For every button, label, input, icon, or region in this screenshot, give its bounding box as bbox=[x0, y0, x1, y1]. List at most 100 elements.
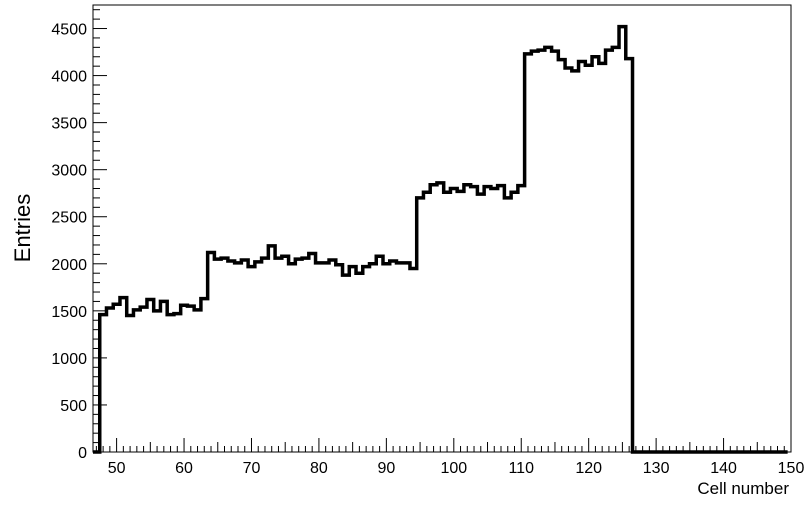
x-tick-label: 130 bbox=[643, 460, 670, 477]
x-tick-label: 140 bbox=[710, 460, 737, 477]
histogram-bin bbox=[289, 264, 296, 452]
histogram-bin bbox=[241, 260, 248, 452]
x-tick-label: 50 bbox=[108, 460, 126, 477]
histogram-outline bbox=[93, 24, 788, 454]
histogram-bin bbox=[214, 259, 221, 452]
histogram-bin bbox=[140, 307, 147, 452]
x-tick-label: 150 bbox=[778, 460, 805, 477]
histogram-bin bbox=[127, 316, 134, 452]
y-tick-label: 3500 bbox=[51, 116, 87, 133]
histogram-bin bbox=[329, 260, 336, 452]
histogram-bin bbox=[599, 63, 606, 452]
histogram-bin bbox=[295, 259, 302, 452]
histogram-bin bbox=[423, 192, 430, 452]
y-axis-title: Entries bbox=[10, 194, 35, 262]
histogram-bin bbox=[545, 47, 552, 452]
histogram-bin bbox=[336, 265, 343, 452]
histogram-bin bbox=[437, 183, 444, 452]
histogram-bin bbox=[390, 261, 397, 452]
y-tick-label: 2000 bbox=[51, 257, 87, 274]
histogram-bin bbox=[552, 51, 559, 452]
y-tick-label: 4500 bbox=[51, 22, 87, 39]
histogram-bin bbox=[343, 275, 350, 452]
histogram-bin bbox=[450, 189, 457, 452]
x-tick-label: 110 bbox=[508, 460, 534, 477]
histogram-bin bbox=[504, 198, 511, 452]
histogram-bin bbox=[430, 185, 437, 452]
histogram-bin bbox=[477, 194, 484, 452]
x-axis-title: Cell number bbox=[697, 479, 789, 498]
x-tick-label: 70 bbox=[243, 460, 261, 477]
histogram-bin bbox=[464, 185, 471, 452]
histogram-bin bbox=[235, 263, 242, 452]
histogram-bin bbox=[187, 306, 194, 452]
x-tick-label: 120 bbox=[575, 460, 602, 477]
histogram-bin bbox=[383, 264, 390, 452]
histogram-bin bbox=[370, 264, 377, 452]
histogram-bin bbox=[275, 258, 282, 452]
histogram-bin bbox=[396, 263, 403, 452]
x-tick-label: 60 bbox=[175, 460, 193, 477]
histogram-bin bbox=[154, 311, 161, 452]
y-tick-label: 0 bbox=[78, 445, 87, 462]
histogram-bin bbox=[403, 263, 410, 452]
y-tick-label: 4000 bbox=[51, 69, 87, 86]
histogram-bin bbox=[255, 262, 262, 452]
x-tick-label: 90 bbox=[377, 460, 395, 477]
y-tick-label: 3000 bbox=[51, 163, 87, 180]
histogram-bin bbox=[410, 268, 417, 452]
y-tick-label: 2500 bbox=[51, 210, 87, 227]
histogram-bin bbox=[579, 61, 586, 452]
x-axis: 50 60 70 80 90 100 110 120 130 140 150 bbox=[95, 438, 805, 477]
y-axis: 0 500 1000 1500 2000 2500 3000 3500 4000 4500 bbox=[51, 9, 107, 462]
histogram-bin bbox=[113, 304, 120, 452]
histogram-bin bbox=[538, 50, 545, 452]
histogram-bin bbox=[592, 57, 599, 452]
histogram-bin bbox=[363, 267, 370, 452]
histogram-bin bbox=[498, 186, 505, 452]
histogram-bin bbox=[558, 60, 565, 452]
x-tick-label: 100 bbox=[440, 460, 467, 477]
histogram-bin bbox=[133, 310, 140, 452]
histogram-bin bbox=[349, 267, 356, 452]
histogram-bin bbox=[194, 310, 201, 452]
histogram-bin bbox=[376, 256, 383, 452]
histogram-bin bbox=[309, 253, 316, 452]
histogram-bin bbox=[167, 315, 174, 452]
histogram-bin bbox=[120, 298, 127, 452]
histogram-bin bbox=[619, 27, 626, 452]
histogram-bin bbox=[444, 192, 451, 452]
histogram-bin bbox=[248, 267, 255, 452]
histogram-bin bbox=[316, 263, 323, 452]
histogram-bin bbox=[457, 191, 464, 452]
histogram-bin bbox=[511, 192, 518, 452]
histogram-bin bbox=[228, 261, 235, 452]
x-tick-label: 80 bbox=[310, 460, 328, 477]
histogram-bin bbox=[572, 71, 579, 452]
histogram-bin bbox=[518, 186, 525, 452]
histogram-bin bbox=[262, 258, 269, 452]
histogram-bin bbox=[181, 305, 188, 452]
plot-frame bbox=[92, 4, 792, 453]
histogram-bin bbox=[356, 273, 363, 452]
histogram-bin bbox=[282, 256, 289, 452]
histogram-bin bbox=[201, 299, 208, 452]
histogram-bin bbox=[160, 301, 167, 452]
histogram-bin bbox=[585, 65, 592, 452]
histogram-bin bbox=[565, 68, 572, 452]
histogram-bin bbox=[106, 308, 113, 452]
histogram-bins bbox=[100, 27, 633, 452]
histogram-bin bbox=[612, 47, 619, 452]
histogram-bin bbox=[322, 263, 329, 452]
histogram-bin bbox=[531, 51, 538, 452]
histogram-bin bbox=[491, 189, 498, 452]
histogram-bin bbox=[484, 187, 491, 452]
y-tick-label: 500 bbox=[60, 398, 87, 415]
y-tick-label: 1000 bbox=[51, 351, 87, 368]
histogram-bin bbox=[471, 187, 478, 452]
y-tick-label: 1500 bbox=[51, 304, 87, 321]
histogram-bin bbox=[147, 300, 154, 452]
histogram-bin bbox=[606, 50, 613, 452]
